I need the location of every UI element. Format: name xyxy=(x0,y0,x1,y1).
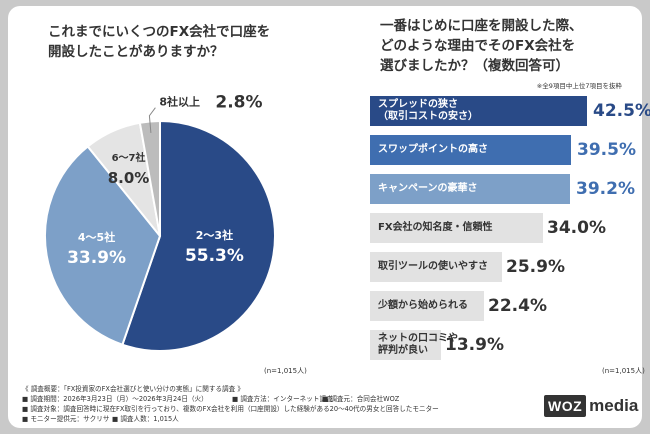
bar-row: 少額から始められる 22.4% xyxy=(370,291,632,321)
bar-sample-size: (n=1,015人) xyxy=(602,367,645,375)
bar xyxy=(370,252,502,282)
bar-value-label: 39.2% xyxy=(576,179,635,199)
logo-woz: WOZ xyxy=(544,395,587,417)
bar-chart-note: ※全9項目中上位7項目を抜粋 xyxy=(536,82,622,90)
bar-row: 取引ツールの使いやすさ 25.9% xyxy=(370,252,632,282)
pie-slice-value: 8.0% xyxy=(108,169,150,187)
pie-chart-title: これまでにいくつのFX会社で口座を 開設したことがありますか？ xyxy=(48,24,271,60)
bar-category-label: スプレッドの狭さ （取引コストの安さ） xyxy=(378,99,478,122)
bar-chart: スプレッドの狭さ （取引コストの安さ） 42.5% スワップポイントの高さ 39.5%… xyxy=(370,96,650,382)
bar-value-label: 13.9% xyxy=(445,335,504,355)
bar-category-label: FX会社の知名度・信頼性 xyxy=(378,222,493,233)
pie-slice-label: 4～5社 xyxy=(78,230,115,244)
survey-overview: 《 調査概要：「FX投資家のFX会社選びと使い分けの実態」に関する調査 》 ■ … xyxy=(22,384,542,424)
bar-category-label: 少額から始められる xyxy=(378,300,468,311)
bar-category-label: 取引ツールの使いやすさ xyxy=(378,261,488,272)
survey-heading: 《 調査概要：「FX投資家のFX会社選びと使い分けの実態」に関する調査 》 xyxy=(22,385,244,393)
bar-value-label: 34.0% xyxy=(547,218,606,238)
logo-media: media xyxy=(589,396,639,415)
bar xyxy=(370,135,571,165)
bar-category-label: ネットの口コミや 評判が良い xyxy=(378,333,458,356)
pie-slice-value: 2.8% xyxy=(215,93,262,113)
bar-chart-title: 一番はじめに口座を開設した際、 どのような理由でそのFX会社を 選びましたか？（… xyxy=(380,18,583,74)
bar-row: FX会社の知名度・信頼性 34.0% xyxy=(370,213,632,243)
bar xyxy=(370,291,484,321)
bar-value-label: 39.5% xyxy=(577,140,636,160)
pie-slice-value: 55.3% xyxy=(185,246,244,266)
woz-media-logo: WOZ media xyxy=(544,391,638,421)
survey-method: ■ 調査方法：インターネット調査 xyxy=(232,395,333,403)
infographic-card: これまでにいくつのFX会社で口座を 開設したことがありますか？ 2～3社 55.3… xyxy=(8,6,650,428)
survey-target: ■ 調査対象：調査回答時に現在FX取引を行っており、複数のFX会社を利用（口座開… xyxy=(22,405,439,413)
pie-chart: 2～3社 55.3% 4～5社 33.9% 6～7社 8.0% 8社以上 2.8% xyxy=(44,93,276,352)
bar xyxy=(370,174,570,204)
pie-slice-value: 33.9% xyxy=(67,248,126,268)
bar xyxy=(370,213,543,243)
bar-value-label: 22.4% xyxy=(488,296,547,316)
pie-sample-size: (n=1,015人) xyxy=(264,367,307,375)
bar xyxy=(370,330,441,360)
bar-category-label: スワップポイントの高さ xyxy=(378,144,488,155)
pie-slice-label: 6～7社 xyxy=(112,151,146,164)
survey-provider: ■ モニター提供元：サクリサ xyxy=(22,415,110,423)
bar-row: スプレッドの狭さ （取引コストの安さ） 42.5% xyxy=(370,96,650,126)
pie-slice-label: 2～3社 xyxy=(196,228,233,242)
bar-row: キャンペーンの豪華さ 39.2% xyxy=(370,174,635,204)
pie-slice xyxy=(44,145,162,346)
pie-leader-line xyxy=(148,107,156,133)
bar-category-label: キャンペーンの豪華さ xyxy=(378,183,478,194)
bar xyxy=(370,96,587,126)
bar-row: ネットの口コミや 評判が良い 13.9% xyxy=(370,330,632,360)
survey-period: ■ 調査期間：2026年3月23日（月）～2026年3月24日（火） xyxy=(22,395,208,403)
pie-slice-label: 8社以上 xyxy=(159,95,200,109)
bar-row: スワップポイントの高さ 39.5% xyxy=(370,135,636,165)
survey-org: ■ 調査元：合同会社WOZ xyxy=(322,395,400,403)
survey-count: ■ 調査人数：1,015人 xyxy=(112,415,179,423)
bar-value-label: 25.9% xyxy=(506,257,565,277)
bar-value-label: 42.5% xyxy=(593,101,650,121)
